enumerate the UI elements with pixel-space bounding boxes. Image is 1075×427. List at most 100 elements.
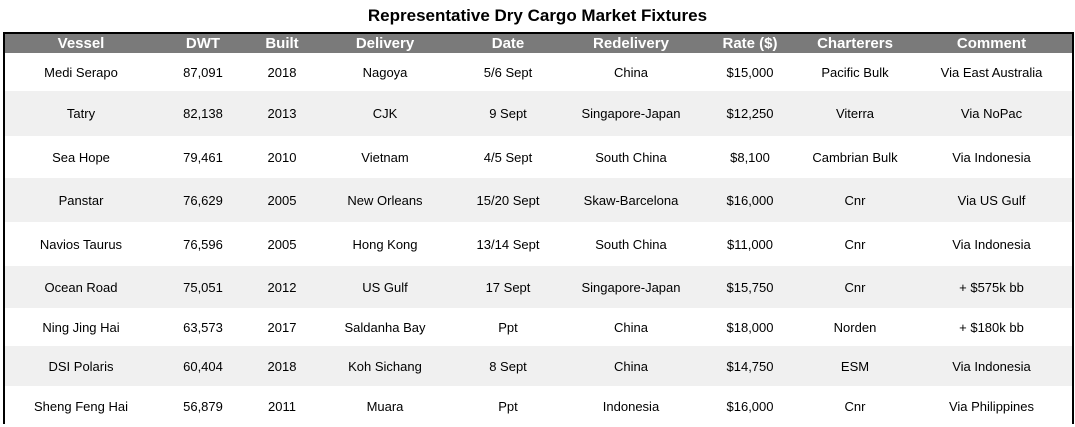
dwt-cell: 75,051 [157, 266, 249, 308]
redelivery-cell: Skaw-Barcelona [561, 178, 701, 222]
fixtures-table: Vessel DWT Built Delivery Date Redeliver… [5, 32, 1072, 426]
redelivery-cell: China [561, 346, 701, 386]
charterers-cell: Pacific Bulk [799, 53, 911, 91]
comment-cell: Via East Australia [911, 53, 1072, 91]
comment-cell: Via Philippines [911, 386, 1072, 426]
built-cell: 2010 [249, 136, 315, 178]
table-row: Sheng Feng Hai 56,879 2011 Muara Ppt Indonesi… [5, 386, 1072, 426]
vessel-cell: Navios Taurus [5, 222, 157, 266]
column-header-delivery: Delivery [315, 32, 455, 53]
dwt-cell: 79,461 [157, 136, 249, 178]
header-row: Vessel DWT Built Delivery Date Redeliver… [5, 32, 1072, 53]
column-header-date: Date [455, 32, 561, 53]
rate-cell: $18,000 [701, 308, 799, 346]
redelivery-cell: South China [561, 222, 701, 266]
charterers-cell: Norden [799, 308, 911, 346]
rate-cell: $8,100 [701, 136, 799, 178]
charterers-cell: ESM [799, 346, 911, 386]
table-row: Panstar 76,629 2005 New Orleans 15/20 Sept Sk… [5, 178, 1072, 222]
fixtures-table-container: Vessel DWT Built Delivery Date Redeliver… [3, 32, 1074, 426]
table-title: Representative Dry Cargo Market Fixtures [367, 6, 708, 25]
comment-cell: + $575k bb [911, 266, 1072, 308]
charterers-cell: Cnr [799, 178, 911, 222]
rate-cell: $16,000 [701, 178, 799, 222]
column-header-comment: Comment [911, 32, 1072, 53]
comment-cell: + $180k bb [911, 308, 1072, 346]
delivery-cell: Nagoya [315, 53, 455, 91]
built-cell: 2013 [249, 91, 315, 136]
rate-cell: $14,750 [701, 346, 799, 386]
built-cell: 2018 [249, 53, 315, 91]
table-row: Sea Hope 79,461 2010 Vietnam 4/5 Sept South C… [5, 136, 1072, 178]
date-cell: 17 Sept [455, 266, 561, 308]
redelivery-cell: Indonesia [561, 386, 701, 426]
built-cell: 2011 [249, 386, 315, 426]
vessel-cell: Sea Hope [5, 136, 157, 178]
built-cell: 2005 [249, 178, 315, 222]
built-cell: 2017 [249, 308, 315, 346]
vessel-cell: Medi Serapo [5, 53, 157, 91]
dwt-cell: 60,404 [157, 346, 249, 386]
redelivery-cell: China [561, 308, 701, 346]
date-cell: 5/6 Sept [455, 53, 561, 91]
column-header-charterers: Charterers [799, 32, 911, 53]
rate-cell: $11,000 [701, 222, 799, 266]
table-row: Ocean Road 75,051 2012 US Gulf 17 Sept Singap… [5, 266, 1072, 308]
charterers-cell: Viterra [799, 91, 911, 136]
date-cell: 13/14 Sept [455, 222, 561, 266]
vessel-cell: DSI Polaris [5, 346, 157, 386]
column-header-redelivery: Redelivery [561, 32, 701, 53]
redelivery-cell: Singapore-Japan [561, 91, 701, 136]
date-cell: 8 Sept [455, 346, 561, 386]
vessel-cell: Ocean Road [5, 266, 157, 308]
built-cell: 2018 [249, 346, 315, 386]
built-cell: 2005 [249, 222, 315, 266]
delivery-cell: Muara [315, 386, 455, 426]
date-cell: 9 Sept [455, 91, 561, 136]
charterers-cell: Cnr [799, 386, 911, 426]
column-header-dwt: DWT [157, 32, 249, 53]
redelivery-cell: South China [561, 136, 701, 178]
delivery-cell: Vietnam [315, 136, 455, 178]
rate-cell: $16,000 [701, 386, 799, 426]
charterers-cell: Cnr [799, 222, 911, 266]
vessel-cell: Ning Jing Hai [5, 308, 157, 346]
delivery-cell: US Gulf [315, 266, 455, 308]
table-row: Tatry 82,138 2013 CJK 9 Sept Singapore-Japan $… [5, 91, 1072, 136]
date-cell: 4/5 Sept [455, 136, 561, 178]
dwt-cell: 76,596 [157, 222, 249, 266]
delivery-cell: Saldanha Bay [315, 308, 455, 346]
vessel-cell: Sheng Feng Hai [5, 386, 157, 426]
redelivery-cell: China [561, 53, 701, 91]
dwt-cell: 56,879 [157, 386, 249, 426]
comment-cell: Via Indonesia [911, 222, 1072, 266]
rate-cell: $15,000 [701, 53, 799, 91]
comment-cell: Via Indonesia [911, 136, 1072, 178]
table-row: Ning Jing Hai 63,573 2017 Saldanha Bay Ppt Ch… [5, 308, 1072, 346]
dwt-cell: 82,138 [157, 91, 249, 136]
date-cell: 15/20 Sept [455, 178, 561, 222]
comment-cell: Via US Gulf [911, 178, 1072, 222]
column-header-rate: Rate ($) [701, 32, 799, 53]
dwt-cell: 76,629 [157, 178, 249, 222]
date-cell: Ppt [455, 386, 561, 426]
rate-cell: $12,250 [701, 91, 799, 136]
table-row: DSI Polaris 60,404 2018 Koh Sichang 8 Sept Ch… [5, 346, 1072, 386]
built-cell: 2012 [249, 266, 315, 308]
comment-cell: Via Indonesia [911, 346, 1072, 386]
dwt-cell: 63,573 [157, 308, 249, 346]
vessel-cell: Tatry [5, 91, 157, 136]
table-body: Medi Serapo 87,091 2018 Nagoya 5/6 Sept China… [5, 53, 1072, 426]
charterers-cell: Cambrian Bulk [799, 136, 911, 178]
date-cell: Ppt [455, 308, 561, 346]
table-row: Medi Serapo 87,091 2018 Nagoya 5/6 Sept China… [5, 53, 1072, 91]
delivery-cell: New Orleans [315, 178, 455, 222]
rate-cell: $15,750 [701, 266, 799, 308]
comment-cell: Via NoPac [911, 91, 1072, 136]
table-row: Navios Taurus 76,596 2005 Hong Kong 13/14 Se… [5, 222, 1072, 266]
dwt-cell: 87,091 [157, 53, 249, 91]
charterers-cell: Cnr [799, 266, 911, 308]
delivery-cell: Hong Kong [315, 222, 455, 266]
delivery-cell: CJK [315, 91, 455, 136]
vessel-cell: Panstar [5, 178, 157, 222]
